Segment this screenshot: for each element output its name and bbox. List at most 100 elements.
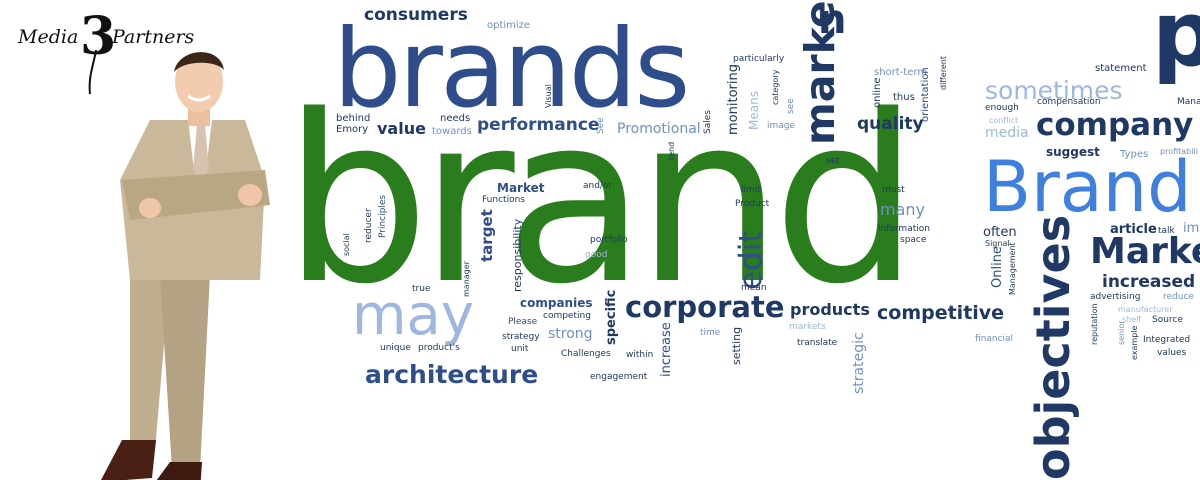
word-value: value (377, 119, 426, 138)
word-profitability: profitabili (1160, 147, 1198, 156)
word-image: image (767, 121, 796, 131)
word-portfolio: portfolio (590, 235, 628, 245)
word-means: Means (747, 91, 761, 130)
word-responsibility: responsibility (511, 218, 524, 292)
word-im-partial: im (1183, 221, 1200, 236)
word-strong: strong (548, 326, 593, 342)
word-functions: Functions (482, 195, 525, 205)
word-competitive: competitive (877, 302, 1005, 324)
word-translate: translate (797, 338, 838, 348)
word-consumers: consumers (364, 5, 468, 25)
word-senior: senior (1117, 320, 1126, 345)
word-increased: increased (1102, 272, 1196, 292)
word-signal: Signal (985, 239, 1010, 248)
word-reputation: reputation (1090, 303, 1099, 345)
word-space: space (900, 235, 927, 245)
word-challenges: Challenges (561, 349, 611, 359)
word-limit: limit (741, 185, 761, 195)
word-source: Source (1152, 315, 1183, 325)
word-competing: competing (543, 311, 591, 321)
word-see-vertical: See (596, 117, 606, 134)
word-behind: behind (336, 113, 371, 124)
word-see-lower: see (786, 98, 796, 114)
word-many: many (880, 200, 925, 219)
word-true: true (412, 284, 431, 294)
word-towards: towards (432, 126, 472, 137)
word-company: company (1036, 107, 1194, 143)
word-within: within (626, 350, 654, 360)
word-tend: tend (667, 141, 676, 160)
word-products: products (790, 300, 870, 319)
word-optimize: optimize (487, 20, 531, 31)
word-shelf: shelf (1122, 315, 1142, 324)
word-different: different (939, 56, 948, 90)
word-may: may (352, 283, 475, 348)
word-strategy: strategy (502, 332, 540, 342)
word-talk: talk (1158, 226, 1175, 236)
word-article: article (1110, 222, 1157, 237)
word-financial: financial (975, 334, 1014, 344)
word-quality: quality (857, 114, 924, 134)
word-products-apos: product's (418, 343, 460, 353)
word-specific: specific (604, 289, 619, 345)
word-brand-main: brand (283, 67, 919, 335)
word-corporate: corporate (625, 290, 785, 324)
word-online-vertical: online (872, 77, 883, 108)
word-set: set (826, 156, 840, 166)
word-suggest: suggest (1046, 145, 1100, 159)
logo-swash-icon (88, 50, 97, 94)
businessman-icon (101, 52, 270, 480)
word-brands: brands (333, 7, 690, 132)
word-engagement: engagement (590, 372, 648, 382)
word-mean: mean (741, 283, 767, 293)
word-companies: companies (520, 296, 593, 310)
word-online-management: Online (990, 246, 1005, 288)
word-particularly: particularly (733, 54, 785, 64)
word-unique: unique (380, 343, 411, 353)
media-3-partners-logo[interactable]: Media 3 Partners (14, 6, 204, 94)
word-increase: increase (659, 322, 674, 377)
word-monitoring: monitoring (726, 64, 741, 135)
word-short-term: short-term (874, 67, 928, 78)
word-compensation: compensation (1037, 97, 1101, 107)
word-n-partial: n (818, 0, 847, 43)
word-must: must (882, 185, 905, 195)
word-edit: edit (733, 230, 769, 290)
word-values: values (1157, 348, 1187, 358)
word-social: social (342, 233, 351, 256)
word-information: information (878, 224, 930, 234)
word-principles: Principles (378, 194, 388, 238)
word-sometimes: sometimes (985, 76, 1123, 105)
word-architecture: architecture (365, 360, 539, 389)
word-promotional: Promotional (617, 121, 701, 137)
word-mana-partial: Mana (1177, 97, 1200, 107)
word-market-small: Market (497, 181, 545, 195)
word-objectives: objectives (1026, 214, 1080, 480)
word-product: Product (735, 199, 770, 209)
word-media: media (985, 125, 1029, 141)
word-performance: performance (477, 115, 600, 135)
word-unit: unit (511, 344, 529, 354)
word-often: often (983, 225, 1017, 240)
word-management: Management (1008, 242, 1017, 295)
logo-partners-text: Partners (112, 26, 195, 48)
word-p-partial: p (1152, 0, 1200, 87)
word-example: example (1130, 325, 1139, 360)
word-setting: setting (730, 326, 743, 365)
word-time: time (700, 328, 721, 338)
word-market-partial: Marke (1090, 231, 1200, 272)
logo-media-text: Media (18, 26, 79, 48)
word-needs: needs (440, 113, 471, 124)
word-target: target (478, 209, 496, 262)
word-brand-partial: Brand (983, 146, 1192, 228)
word-advertising: advertising (1090, 292, 1141, 302)
word-strategic: strategic (851, 332, 867, 394)
word-manufacturer: manufacturer (1118, 305, 1173, 314)
word-types: Types (1120, 149, 1149, 160)
word-conflict: conflict (989, 116, 1019, 125)
word-sales: Sales (703, 110, 713, 134)
logo-numeral: 3 (80, 6, 117, 67)
word-statement: statement (1095, 63, 1147, 74)
word-integrated: Integrated (1143, 335, 1191, 345)
